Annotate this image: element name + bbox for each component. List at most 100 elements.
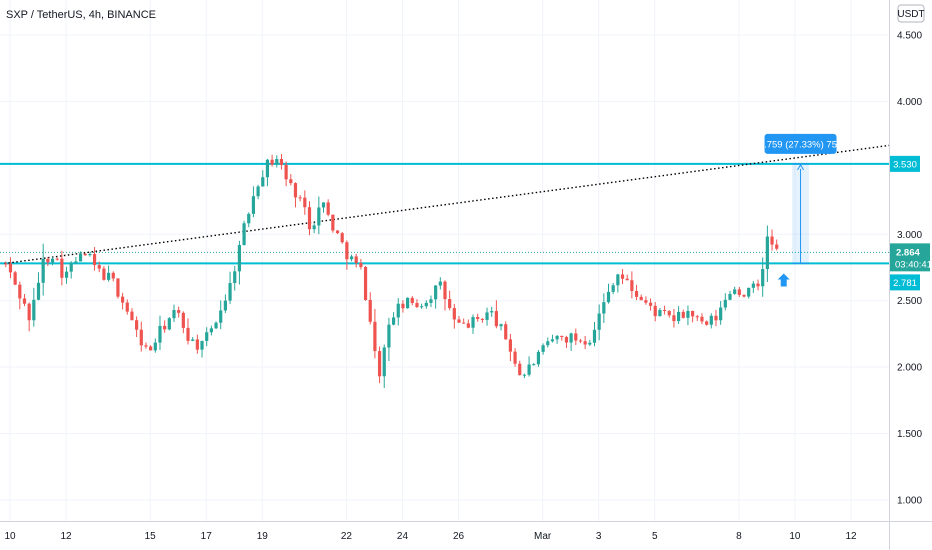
candle [27, 302, 31, 332]
candle [457, 316, 461, 324]
candle [209, 325, 213, 336]
candle [410, 295, 414, 306]
y-tick-label: 1.000 [897, 496, 922, 507]
candle [293, 182, 298, 208]
candle [751, 281, 755, 293]
candle [616, 273, 620, 293]
candle [733, 286, 737, 295]
candle [471, 314, 475, 334]
candles [4, 154, 779, 389]
time-axis[interactable]: 10 12 15 17 19 22 24 26 Mar 3 5 8 10 12 [4, 531, 857, 542]
candle [775, 239, 779, 251]
candle [326, 199, 330, 217]
candle [569, 332, 573, 351]
x-tick-label: 26 [453, 531, 465, 542]
candle [303, 190, 307, 215]
candle [167, 316, 171, 331]
candle [92, 247, 97, 271]
candle [106, 265, 111, 282]
candle [648, 298, 653, 311]
y-tick-label: 4.500 [897, 31, 922, 42]
candle [317, 196, 321, 235]
x-tick-label: 17 [201, 531, 213, 542]
candle [32, 287, 36, 327]
svg-text:3.530: 3.530 [893, 159, 917, 170]
candle [354, 253, 358, 268]
candle [345, 240, 349, 270]
candle [8, 257, 13, 279]
candle [247, 212, 251, 228]
candle [139, 321, 143, 352]
svg-text:2.864: 2.864 [896, 247, 920, 258]
x-tick-label: 3 [596, 531, 602, 542]
candle [494, 300, 498, 329]
candle [22, 294, 27, 307]
candle [135, 316, 139, 338]
currency-button[interactable]: USDT [897, 4, 925, 23]
candle [681, 309, 685, 319]
candle [452, 303, 456, 329]
svg-text:03:40:41: 03:40:41 [895, 259, 932, 270]
candle [195, 334, 199, 354]
candle [144, 342, 148, 349]
candle [555, 335, 559, 344]
candle [50, 257, 55, 266]
candle [634, 284, 639, 301]
trendline[interactable] [4, 144, 891, 265]
x-tick-label: 5 [652, 531, 658, 542]
candle [686, 305, 690, 326]
candle [279, 154, 284, 170]
candle [597, 304, 601, 341]
candle [219, 300, 223, 330]
candle [499, 323, 503, 331]
y-tick-label: 4.000 [897, 97, 922, 108]
candle [700, 313, 704, 325]
candle [251, 186, 256, 218]
candle [541, 343, 545, 355]
x-tick-label: 8 [736, 531, 742, 542]
candle [97, 261, 101, 273]
candle [485, 307, 489, 326]
candle [695, 314, 699, 322]
candle [382, 344, 386, 389]
overlays: 0.759 (27.33%) 759 [759, 133, 842, 287]
candle [377, 346, 382, 384]
candle [256, 184, 260, 200]
candle [158, 315, 162, 350]
candle [574, 328, 578, 346]
candle [214, 321, 218, 329]
candle [625, 274, 629, 281]
levels [0, 144, 891, 265]
candle [653, 302, 657, 322]
candle [186, 318, 190, 345]
candle [658, 307, 662, 317]
candle [270, 154, 274, 167]
candle [191, 337, 195, 342]
candle [237, 240, 242, 285]
candle [723, 293, 727, 311]
candle [742, 294, 746, 298]
candle [415, 299, 419, 309]
candle [261, 170, 265, 187]
candle [205, 327, 209, 347]
candle [284, 161, 288, 187]
candle [359, 258, 363, 270]
candle [340, 232, 344, 244]
candle [83, 253, 87, 256]
price-axis[interactable]: 4.500 4.000 3.000 2.500 2.000 1.500 1.000 3.530… [890, 31, 932, 507]
candle [46, 257, 50, 267]
candle [564, 335, 569, 349]
y-tick-label: 3.000 [897, 230, 922, 241]
candle [223, 294, 227, 314]
candle [765, 225, 769, 283]
candle [172, 304, 176, 322]
candle [518, 360, 522, 376]
candle [228, 271, 232, 304]
candle [181, 311, 185, 334]
candle [737, 287, 741, 297]
candle [714, 309, 718, 327]
